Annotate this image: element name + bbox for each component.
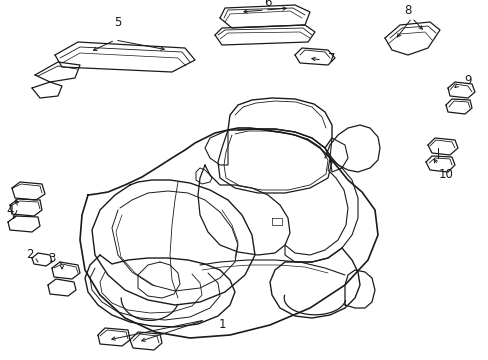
Text: 6: 6: [264, 0, 271, 9]
Text: 2: 2: [26, 248, 34, 261]
Text: 1: 1: [218, 319, 225, 332]
Text: 4: 4: [6, 203, 14, 216]
Text: 3: 3: [48, 252, 56, 265]
Text: 5: 5: [114, 15, 122, 28]
Text: 10: 10: [438, 168, 452, 181]
Text: 8: 8: [404, 4, 411, 17]
Text: 9: 9: [463, 73, 471, 86]
Text: 7: 7: [327, 51, 335, 64]
